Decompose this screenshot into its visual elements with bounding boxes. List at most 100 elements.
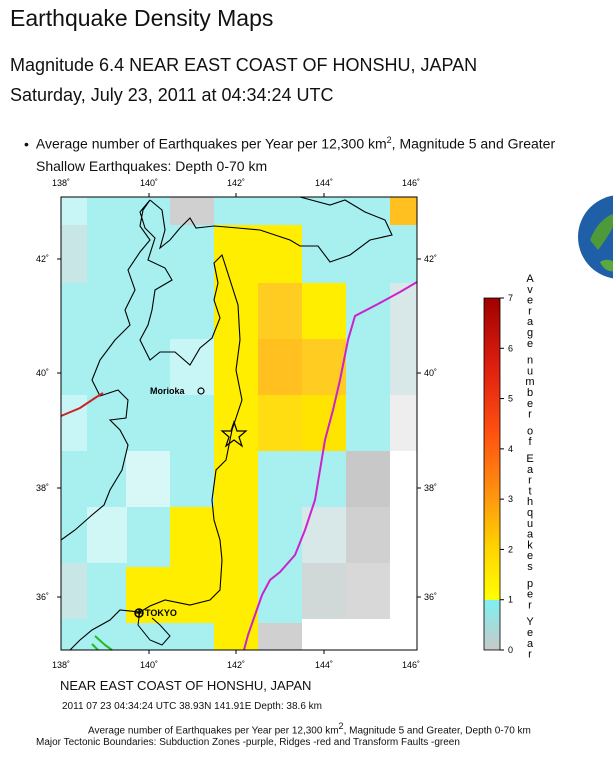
legend-label-char: r [528,649,532,661]
legend-label-char: m [525,376,534,388]
density-map: Morioka TOKYO 138˚ 140˚ 142˚ 144˚ 146˚ 1… [36,178,613,670]
latitude-ticks: 42˚ 40˚ 38˚ 36˚ 42˚ 40˚ 38˚ 36˚ [36,254,437,602]
footer-density-note: Average number of Earthquakes per Year p… [88,721,531,736]
depth-description: Shallow Earthquakes: Depth 0-70 km [36,158,268,174]
grid-cell [87,507,127,563]
city-morioka-label: Morioka [150,386,186,396]
grid-cell [302,283,346,339]
epicenter-star-icon [220,420,248,448]
legend-label-char: r [528,475,532,487]
legend-label-char: u [527,365,533,377]
grid-cell [302,507,346,563]
lon-tick-bottom: 144˚ [315,660,333,670]
footer-note-post: , Magnitude 5 and Greater, Depth 0-70 km [343,725,531,737]
legend-label-char: n [527,355,533,367]
grid-cell [170,339,214,395]
legend-label-char: h [527,496,533,508]
bay-coastline [137,609,171,646]
density-text: Average number of Earthquakes per Year p… [35,135,387,152]
density-grid [61,197,417,650]
footer-note-sup: 2 [338,721,344,731]
grid-cell [126,567,214,623]
legend-tick-label: 6 [508,343,513,353]
grid-cell [390,395,417,451]
legend-label-char: r [528,409,532,421]
legend-label-char: A [526,273,534,285]
legend-label-char: q [527,507,533,519]
grid-cell [126,451,170,507]
map-place-caption: NEAR EAST COAST OF HONSHU, JAPAN [60,678,312,693]
grid-cell [302,619,390,650]
legend-label-char: a [527,316,534,328]
event-datetime: Saturday, July 23, 2011 at 04:34:24 UTC [10,85,334,105]
legend-label-char: u [527,518,533,530]
grid-cell [258,225,302,283]
legend-label-char: b [527,387,533,399]
globe-icon [578,195,613,279]
map-event-details: 2011 07 23 04:34:24 UTC 38.93N 141.91E D… [62,701,322,712]
lon-tick-top: 144˚ [315,178,333,188]
grid-cell [390,197,417,225]
legend-label-char: k [527,539,533,551]
legend-label-char: p [527,578,533,590]
footer-tectonic-note: Major Tectonic Boundaries: Subduction Zo… [36,737,460,748]
longitude-ticks: 138˚ 140˚ 142˚ 144˚ 146˚ 138˚ 140˚ 142˚ … [52,178,420,670]
grid-cell [61,197,87,225]
legend-tick-label: 2 [508,544,513,554]
lat-tick-left: 38˚ [36,483,49,493]
grid-cell [61,395,87,451]
grid-cell [61,563,87,619]
transform-fault-line [91,635,113,651]
city-tokyo-label: TOKYO [145,608,177,618]
footer-note-text: Average number of Earthquakes per Year p… [88,725,339,737]
lon-tick-bottom: 140˚ [140,660,158,670]
legend-label-char: g [527,327,533,339]
grid-cell [258,339,302,395]
legend-label-char: s [527,561,533,573]
legend-label-char: o [527,425,533,437]
grid-cell [302,563,346,619]
legend-label-char: v [527,284,533,296]
legend-label-char: a [527,638,534,650]
legend-label-char: r [528,599,532,611]
legend-label-char: e [527,398,533,410]
lat-tick-right: 38˚ [424,483,437,493]
density-description: • Average number of Earthquakes per Year … [24,135,555,152]
legend-tick-label: 5 [508,394,513,404]
grid-cell [346,507,390,563]
legend-label-char: e [527,627,533,639]
grid-cell [170,507,214,567]
legend-label-char: a [527,529,534,541]
bullet-dot: • [24,135,29,152]
legend-tick-label: 7 [508,293,513,303]
legend-label-char: e [527,295,533,307]
grid-cell [258,395,302,451]
legend-ticks: 0 1 2 3 4 5 6 7 [500,293,513,655]
lon-tick-bottom: 146˚ [402,660,420,670]
lat-tick-left: 40˚ [36,368,49,378]
subduction-zone-line [243,281,418,651]
density-sup: 2 [386,135,392,145]
legend-tick-label: 4 [508,444,513,454]
grid-cell [258,283,302,339]
map-frame [60,196,418,651]
legend-label-char: E [526,453,533,465]
legend-label-char: e [527,338,533,350]
lon-tick-bottom: 138˚ [52,660,70,670]
grid-cell [61,225,87,283]
legend-label-char: t [528,485,531,497]
lat-tick-right: 40˚ [424,368,437,378]
lat-tick-left: 42˚ [36,254,49,264]
lon-tick-top: 146˚ [402,178,420,188]
tick-marks [57,193,421,654]
legend-color-bar [483,297,501,651]
legend-tick-label: 1 [508,595,513,605]
grid-cell [346,451,390,507]
lon-tick-top: 140˚ [140,178,158,188]
city-morioka-marker [197,387,205,395]
density-text-post: , Magnitude 5 and Greater [391,135,556,152]
legend-label-char: e [527,589,533,601]
legend-label-char: e [527,550,533,562]
lat-tick-left: 36˚ [36,592,49,602]
